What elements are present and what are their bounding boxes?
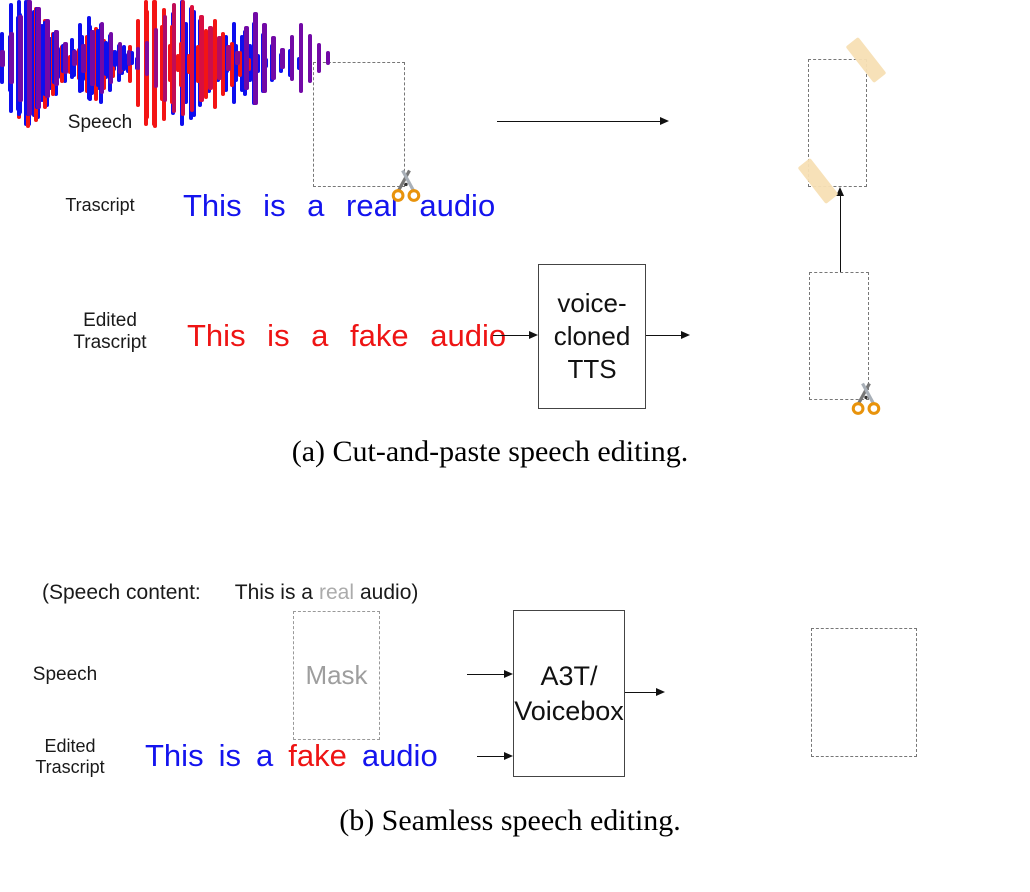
selection-box-pasted xyxy=(808,59,867,187)
scissors-icon xyxy=(389,167,423,208)
speech-content-line: (Speech content: This is a real audio) xyxy=(42,581,418,605)
arrow-model-to-output xyxy=(625,687,665,696)
transcript-text-real: This is a real audio xyxy=(183,188,496,223)
arrow-text-to-tts xyxy=(493,330,538,339)
speech-row-label: Speech xyxy=(32,664,98,685)
word: a xyxy=(255,738,274,773)
tts-box-line1: voice- xyxy=(557,287,627,318)
word: This xyxy=(145,738,204,773)
content-prefix: (Speech content: xyxy=(42,581,201,604)
a3t-voicebox-box: A3T/ Voicebox xyxy=(513,610,625,777)
word: is xyxy=(218,738,241,773)
edited-transcript-text: This is a fake audio xyxy=(187,318,507,353)
tts-box-line2: cloned xyxy=(553,320,631,351)
edited-label-line1: Edited xyxy=(83,310,137,331)
scissors-icon xyxy=(849,380,883,421)
word: audio xyxy=(361,738,438,773)
arrow-text-to-model xyxy=(477,751,513,760)
selection-box-tts-cut xyxy=(809,272,869,400)
mask-region: Mask xyxy=(293,611,380,740)
model-box-line1: A3T/ xyxy=(540,661,598,692)
content-part1: This is a xyxy=(234,581,313,604)
selection-box-source xyxy=(313,62,405,187)
content-part2: audio) xyxy=(360,581,419,604)
model-box-line2: Voicebox xyxy=(514,695,624,726)
edited-transcript-row-label: Edited Trascript xyxy=(58,310,162,355)
edited-transcript-text: This is a fake audio xyxy=(145,738,438,774)
edited-label-line2: Trascript xyxy=(73,332,147,354)
edited-label-line2: Trascript xyxy=(35,757,105,778)
word: fake xyxy=(288,738,347,773)
arrow-source-to-result xyxy=(497,116,669,125)
arrow-tts-to-waveform xyxy=(646,330,690,339)
edited-transcript-row-label: Edited Trascript xyxy=(22,736,118,778)
waveform-seamless-output xyxy=(0,0,331,116)
speech-row-label: Speech xyxy=(67,112,133,133)
content-word-real: real xyxy=(318,581,354,604)
caption-panel-b: (b) Seamless speech editing. xyxy=(339,804,681,837)
arrow-speech-to-model xyxy=(467,669,513,678)
tts-box-line3: TTS xyxy=(567,354,617,384)
selection-box-edited-region xyxy=(811,628,917,757)
transcript-row-label: Trascript xyxy=(65,195,135,215)
caption-panel-a: (a) Cut-and-paste speech editing. xyxy=(291,435,689,468)
arrow-paste-up xyxy=(835,187,844,272)
mask-label: Mask xyxy=(305,660,368,690)
edited-label-line1: Edited xyxy=(44,736,96,756)
voice-cloned-tts-box: voice- cloned TTS xyxy=(538,264,646,409)
